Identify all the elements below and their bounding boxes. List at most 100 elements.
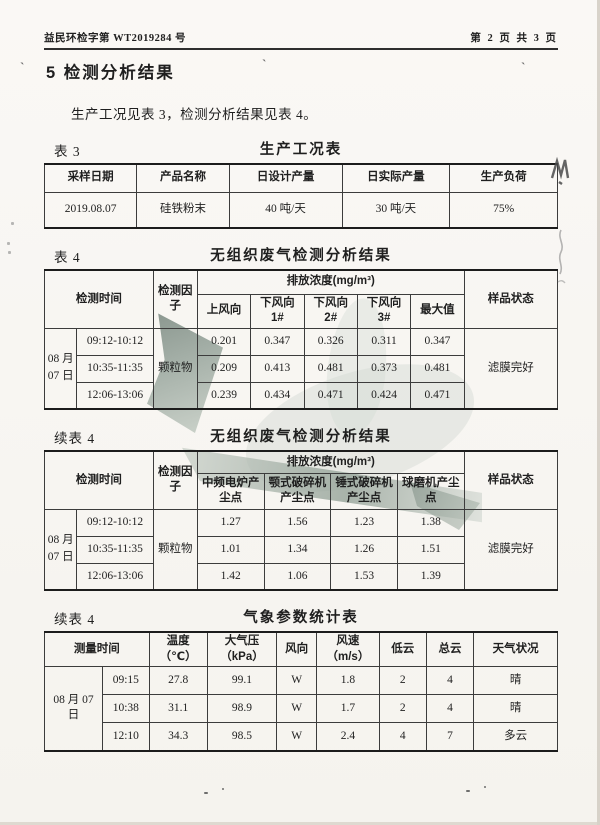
table-cell: W [276,666,317,696]
ink-speck [484,786,486,788]
table-cell: 40 吨/天 [228,191,343,229]
table-cell: 1.39 [396,562,465,591]
table4-title: 无组织废气检测分析结果 [210,248,392,264]
table-cell: 75% [449,191,558,229]
table-cell: 1.27 [196,508,265,537]
column-header: 风向 [276,631,317,668]
table-cell: 98.5 [206,722,278,752]
ink-speck [222,788,224,790]
time-cell: 12:06-13:06 [76,381,154,410]
column-header: 采样日期 [43,163,138,193]
weather-title: 气象参数统计表 [243,610,359,627]
intro-paragraph: 生产工况见表 3，检测分析结果见表 4。 [71,107,318,122]
table4b-title: 无组织废气检测分析结果 [210,429,392,446]
table-cell: 0.413 [250,354,305,383]
table-cell: 30 吨/天 [341,191,451,229]
table3-title: 生产工况表 [259,142,343,158]
table-cell: 多云 [473,722,558,752]
document-header: 益民环检字第 WT2019284 号 第 2 页 共 3 页 [44,30,558,45]
date-cell: 08 月 07 日 [44,666,103,752]
time-cell: 12:10 [101,722,150,752]
column-header: 总云 [425,631,475,668]
table-cell: W [276,722,317,752]
page-number: 第 2 页 共 3 页 [470,33,558,44]
table-row: 08 月 07 日 09:15 27.8 99.1 W 1.8 2 4 晴 [44,666,558,752]
table-cell: 硅铁粉末 [136,191,230,229]
time-cell: 09:12-10:12 [76,508,154,537]
table-cell: 0.347 [410,327,465,356]
column-header: 产品名称 [136,163,230,193]
table-cell: 1.56 [263,508,332,537]
table-cell: 晴 [473,666,558,696]
factor-cell: 颗粒物 [152,508,198,591]
column-header: 锤式破碎机产尘点 [330,472,398,510]
table-cell: 4 [378,722,427,752]
date-cell: 08 月 07 日 [43,508,78,591]
table3-caption: 表 3 生产工况表 [44,138,558,160]
time-cell: 10:38 [101,694,150,724]
table-cell: 0.326 [303,327,358,356]
time-cell: 09:15 [101,666,150,696]
table-cell: 1.53 [330,562,398,591]
table-cell: 2 [378,666,427,696]
table-cell: 0.209 [196,354,252,383]
table-cell: 1.42 [196,562,265,591]
table-cell: 1.23 [330,508,398,537]
factor-cell: 颗粒物 [152,327,198,410]
header-rule [44,48,558,50]
column-header: 天气状况 [473,631,558,668]
production-table: 采样日期 产品名称 日设计产量 日实际产量 生产负荷 2019.08.07 硅铁… [43,163,558,229]
table-cell: 0.201 [196,327,252,356]
time-cell: 10:35-11:35 [76,535,154,564]
column-header: 检测因子 [152,269,198,329]
report-number: 益民环检字第 WT2019284 号 [44,33,187,44]
table-cell: 晴 [473,694,558,724]
table-cell: 0.239 [196,381,252,410]
status-cell: 滤膜完好 [463,327,559,410]
table-row: 12:10 34.3 98.5 W 2.4 4 7 多云 [45,722,558,752]
section-title: 5 检测分析结果 [46,64,175,82]
table-cell: 0.481 [410,354,465,383]
table-cell: 2 [378,694,427,724]
weather-caption: 续表 4 气象参数统计表 [44,606,558,628]
column-header: 大气压（kPa） [206,631,278,668]
column-header: 样品状态 [463,269,559,329]
column-header: 风速（m/s） [315,631,380,668]
table-cell: 2.4 [315,722,380,752]
column-header: 样品状态 [463,450,559,510]
column-header: 低云 [378,631,427,668]
table-cell: 1.34 [263,535,332,564]
status-cell: 滤膜完好 [463,508,559,591]
column-header: 球磨机产尘点 [396,472,465,510]
table-cell: 0.471 [303,381,358,410]
table-cell: 99.1 [206,666,278,696]
weather-caption-label: 续表 4 [54,612,96,628]
date-cell: 08 月 07 日 [43,327,78,410]
table4b-caption: 续表 4 无组织废气检测分析结果 [44,425,558,447]
table-cell: 1.51 [396,535,465,564]
table-cell: 1.01 [196,535,265,564]
column-header: 下风向 3# [356,293,412,329]
table4-caption-label: 表 4 [54,250,81,265]
table-cell: 0.424 [356,381,412,410]
column-header: 排放浓度(mg/m³) [196,269,465,295]
table-cell: 1.06 [263,562,332,591]
table-row: 08 月 07 日 09:12-10:12 颗粒物 1.27 1.56 1.23… [43,508,559,591]
table4-caption: 表 4 无组织废气检测分析结果 [44,244,558,266]
date-month: 08 月 [47,534,74,547]
table-cell: 4 [425,694,475,724]
column-header: 温度（℃） [148,631,208,668]
date-day: 07 日 [47,551,74,564]
column-header: 日设计产量 [228,163,343,193]
time-cell: 09:12-10:12 [76,327,154,356]
column-header: 上风向 [196,293,252,329]
column-header: 检测因子 [152,450,198,510]
column-header: 下风向 1# [250,293,305,329]
table-cell: 0.347 [250,327,305,356]
gas-results-continued-table: 检测时间 检测因子 排放浓度(mg/m³) 样品状态 中频电炉产尘点 颚式破碎机… [43,450,559,592]
column-header: 下风向 2# [303,293,358,329]
column-header: 测量时间 [44,631,150,668]
column-header: 最大值 [410,293,465,329]
table-cell: 1.7 [315,694,380,724]
